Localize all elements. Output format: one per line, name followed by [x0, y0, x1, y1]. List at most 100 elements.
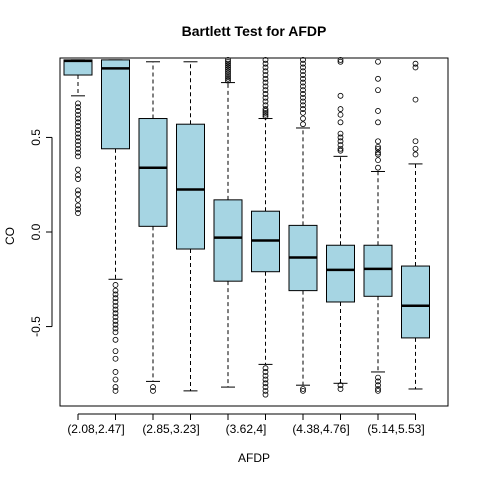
outlier-point	[75, 108, 81, 114]
outlier-point	[337, 142, 344, 148]
box-8	[326, 244, 355, 303]
outlier-point	[112, 376, 119, 383]
outlier-point	[375, 378, 381, 385]
outlier-point	[375, 374, 381, 381]
outlier-point	[300, 386, 306, 392]
outlier-point	[75, 115, 81, 122]
outlier-point	[300, 106, 306, 112]
outlier-point	[112, 282, 119, 288]
outlier-point	[412, 60, 419, 67]
x-tick-label: (3.62,4]	[226, 422, 267, 436]
outlier-point	[112, 384, 119, 390]
outlier-point	[75, 172, 81, 179]
outlier-point	[412, 151, 419, 158]
y-tick-label: 0.0	[29, 223, 43, 240]
y-tick-label: -0.5	[29, 316, 43, 337]
outlier-point	[375, 149, 381, 156]
outlier-point	[112, 348, 119, 355]
outlier-point	[112, 287, 119, 294]
outlier-point	[150, 387, 156, 394]
outlier-point	[262, 391, 269, 398]
outlier-point	[75, 191, 81, 198]
outlier-point	[75, 138, 81, 145]
outlier-point	[375, 151, 381, 158]
outlier-point	[262, 72, 269, 78]
outlier-point	[412, 145, 419, 152]
outlier-point	[337, 134, 344, 141]
outlier-point	[337, 386, 344, 392]
outlier-point	[225, 68, 231, 75]
outlier-point	[375, 75, 381, 82]
outlier-point	[262, 380, 269, 387]
outlier-point	[300, 60, 306, 67]
outlier-point	[112, 310, 119, 317]
outlier-point	[262, 109, 269, 116]
outlier-point	[300, 109, 306, 116]
outlier-point	[300, 79, 306, 86]
outlier-point	[337, 138, 344, 145]
outlier-point	[262, 98, 269, 105]
outlier-point	[75, 130, 81, 137]
plot-area: -0.5 0.0 0.5 (2.08,2.47] (2.85,3.23] (3.62,4]…	[29, 56, 430, 436]
outlier-point	[300, 87, 306, 94]
outlier-point	[375, 138, 381, 145]
outlier-point	[300, 83, 306, 90]
outlier-point	[300, 94, 306, 101]
outlier-point	[262, 75, 269, 82]
outlier-point	[300, 115, 306, 122]
outlier-point	[375, 157, 381, 164]
x-tick-label: (5.14,5.53]	[367, 422, 424, 436]
outlier-point	[225, 60, 231, 67]
outlier-point	[375, 387, 381, 394]
outlier-point	[112, 355, 119, 362]
outlier-point	[75, 176, 81, 182]
outlier-point	[112, 329, 119, 336]
outlier-point	[75, 202, 81, 209]
box-10	[401, 265, 430, 339]
outlier-point	[262, 91, 269, 97]
outlier-point	[262, 369, 269, 375]
outlier-point	[337, 111, 344, 118]
outlier-point	[225, 56, 231, 63]
outlier-point	[75, 196, 81, 203]
outlier-point	[300, 75, 306, 82]
outlier-point	[300, 91, 306, 97]
outlier-point	[300, 64, 306, 71]
box-3	[138, 118, 168, 227]
outlier-point	[75, 119, 81, 126]
outlier-point	[75, 153, 81, 160]
y-axis-label: CO	[3, 227, 17, 245]
outlier-point	[112, 314, 119, 321]
outlier-point	[300, 98, 306, 105]
outlier-point	[262, 102, 269, 109]
chart-title: Bartlett Test for AFDP	[182, 23, 327, 39]
outlier-point	[412, 64, 419, 71]
outlier-point	[112, 325, 119, 332]
outlier-point	[75, 134, 81, 141]
plot-frame	[59, 57, 449, 407]
box-2	[101, 59, 130, 150]
outlier-point	[262, 56, 269, 63]
outlier-point	[262, 68, 269, 75]
outlier-point	[112, 336, 119, 343]
outlier-point	[112, 317, 119, 324]
outlier-point	[300, 72, 306, 78]
outlier-point	[225, 72, 231, 78]
outlier-point	[112, 387, 119, 394]
outlier-point	[337, 119, 344, 126]
outlier-point	[75, 126, 81, 133]
outlier-point	[112, 302, 119, 309]
outlier-point	[75, 145, 81, 152]
outlier-point	[150, 384, 156, 390]
outlier-point	[300, 121, 306, 128]
box-4	[176, 123, 205, 250]
outlier-point	[337, 58, 344, 65]
outlier-point	[337, 106, 344, 112]
outlier-point	[75, 111, 81, 118]
outlier-point	[262, 376, 269, 383]
outlier-point	[112, 295, 119, 302]
outlier-point	[75, 206, 81, 213]
outlier-point	[375, 108, 381, 114]
